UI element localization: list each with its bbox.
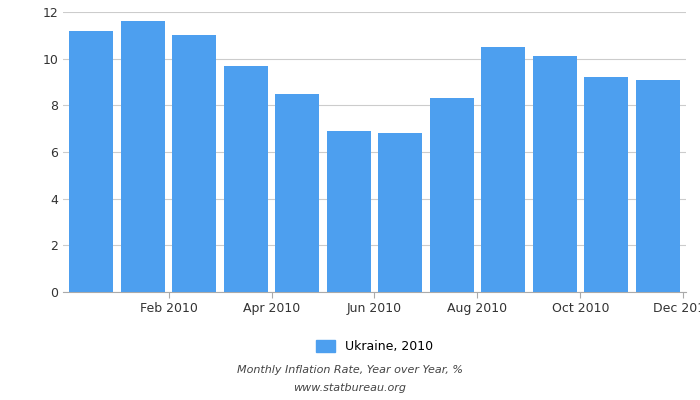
Bar: [327, 131, 370, 292]
Text: www.statbureau.org: www.statbureau.org: [293, 383, 407, 393]
Bar: [172, 35, 216, 292]
Bar: [636, 80, 680, 292]
Bar: [69, 31, 113, 292]
Bar: [121, 21, 164, 292]
Bar: [275, 94, 319, 292]
Bar: [430, 98, 474, 292]
Bar: [379, 133, 422, 292]
Bar: [584, 77, 628, 292]
Bar: [482, 47, 525, 292]
Bar: [224, 66, 267, 292]
Legend: Ukraine, 2010: Ukraine, 2010: [311, 335, 438, 358]
Text: Monthly Inflation Rate, Year over Year, %: Monthly Inflation Rate, Year over Year, …: [237, 365, 463, 375]
Bar: [533, 56, 577, 292]
